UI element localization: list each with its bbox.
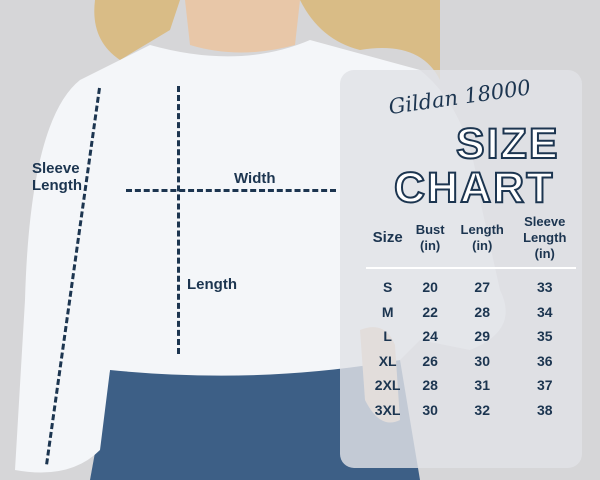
cell-sleeve: 34: [536, 303, 553, 320]
cell-bust: 22: [422, 303, 438, 320]
title-size: SIZE: [455, 120, 560, 168]
cell-bust: 20: [422, 279, 438, 296]
hair: [94, 0, 441, 80]
cell-size: XL: [378, 352, 397, 369]
cell-length: 31: [474, 377, 490, 394]
table-row: S 20 27 33: [366, 268, 576, 300]
cell-length: 32: [474, 401, 490, 418]
cell-length: 27: [474, 279, 490, 296]
header-size: Size: [366, 214, 410, 269]
cell-size: 2XL: [374, 377, 401, 394]
cell-size: S: [382, 279, 393, 296]
jeans: [90, 360, 420, 480]
cell-sleeve: 37: [536, 377, 553, 394]
cell-bust: 28: [422, 377, 438, 394]
cell-size: M: [381, 303, 394, 320]
cell-size: 3XL: [374, 401, 401, 418]
table-header-row: Size Bust (in) Length (in) Sleeve Length…: [366, 214, 576, 269]
length-line: [177, 86, 180, 354]
cell-sleeve: 36: [536, 352, 553, 369]
table-row: 3XL 30 32 38: [366, 398, 576, 423]
table-row: XL 26 30 36: [366, 349, 576, 374]
table-row: M 22 28 34: [366, 300, 576, 325]
sleeve-length-label: Sleeve Length: [32, 160, 82, 194]
table-row: L 24 29 35: [366, 324, 576, 349]
cell-bust: 26: [422, 352, 438, 369]
cell-length: 29: [474, 328, 490, 345]
table-row: 2XL 28 31 37: [366, 373, 576, 398]
size-table: Size Bust (in) Length (in) Sleeve Length…: [366, 214, 576, 422]
cell-length: 30: [474, 352, 490, 369]
cell-bust: 30: [422, 401, 438, 418]
cell-size: L: [383, 328, 392, 345]
cell-sleeve: 35: [536, 328, 553, 345]
length-label: Length: [187, 276, 237, 293]
width-label: Width: [234, 170, 276, 187]
title-chart: CHART: [393, 164, 555, 212]
size-chart-panel: [340, 70, 582, 468]
cell-bust: 24: [422, 328, 438, 345]
neck: [185, 0, 300, 53]
header-length: Length (in): [450, 214, 514, 269]
header-sleeve: Sleeve Length (in): [513, 214, 576, 269]
cell-sleeve: 33: [536, 279, 553, 296]
cell-sleeve: 38: [536, 401, 553, 418]
cell-length: 28: [474, 303, 490, 320]
width-line: [126, 189, 336, 192]
header-bust: Bust (in): [409, 214, 451, 269]
